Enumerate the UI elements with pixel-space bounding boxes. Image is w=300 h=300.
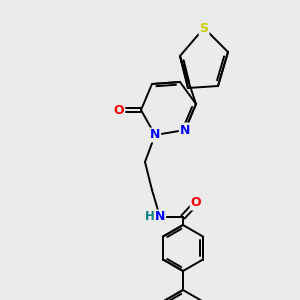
Text: H: H bbox=[145, 209, 155, 223]
Text: O: O bbox=[114, 103, 124, 116]
Text: N: N bbox=[155, 211, 165, 224]
Text: N: N bbox=[180, 124, 190, 136]
Text: S: S bbox=[200, 22, 208, 34]
Text: O: O bbox=[191, 196, 201, 209]
Text: N: N bbox=[150, 128, 160, 142]
